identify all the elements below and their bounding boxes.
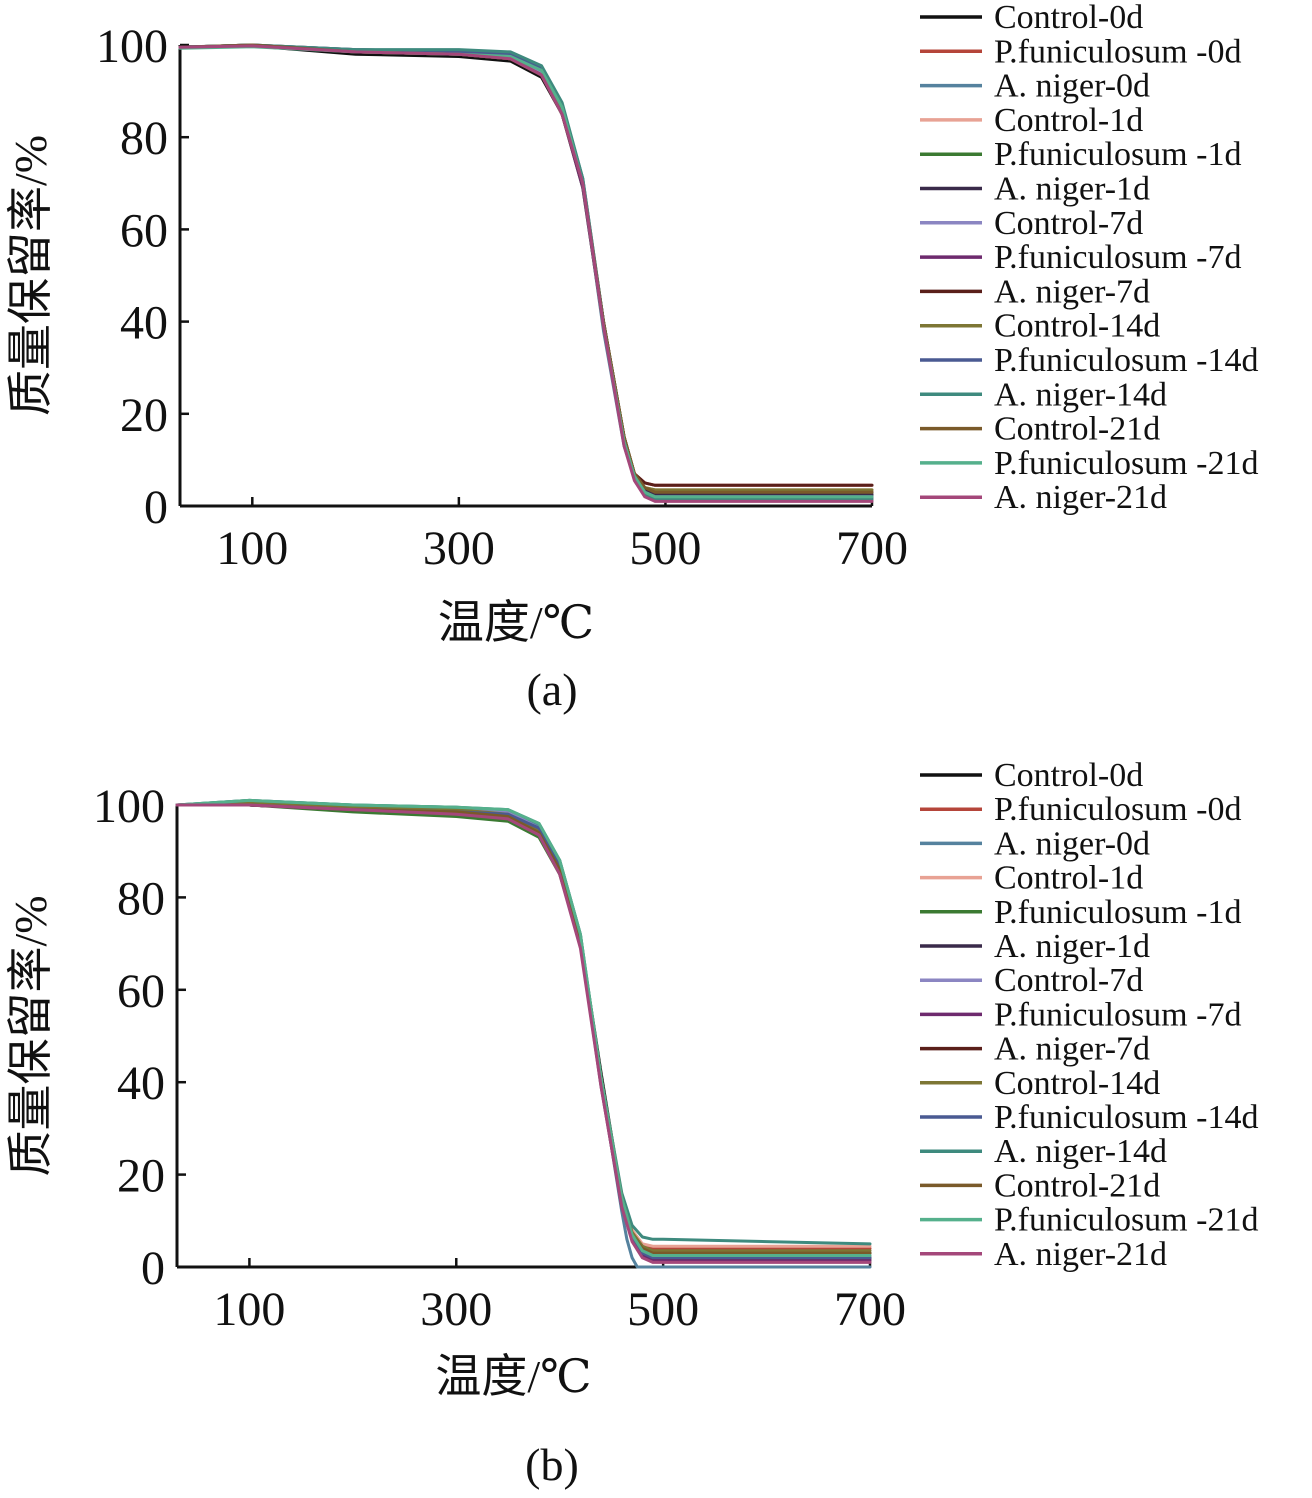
legend-label: P.funiculosum -0d bbox=[994, 791, 1241, 828]
y-tick-label: 100 bbox=[96, 20, 168, 73]
legend-label: Control-21d bbox=[994, 1167, 1160, 1204]
legend-label: Control-0d bbox=[994, 0, 1143, 36]
legend: Control-0dP.funiculosum -0dA. niger-0dCo… bbox=[920, 0, 1258, 516]
x-axis-title: 温度/℃ bbox=[435, 1351, 591, 1402]
series-line bbox=[175, 803, 872, 1260]
series-line bbox=[175, 803, 872, 1250]
legend-label: P.funiculosum -7d bbox=[994, 996, 1241, 1033]
series-line bbox=[175, 803, 872, 1255]
legend-label: A. niger-0d bbox=[994, 68, 1150, 105]
y-tick-label: 80 bbox=[117, 872, 165, 925]
legend-label: P.funiculosum -14d bbox=[994, 342, 1258, 379]
legend-label: A. niger-21d bbox=[994, 479, 1167, 516]
legend-label: P.funiculosum -21d bbox=[994, 1202, 1258, 1239]
y-tick-label: 0 bbox=[144, 481, 168, 534]
legend-label: P.funiculosum -21d bbox=[994, 445, 1258, 482]
y-tick-label: 40 bbox=[117, 1057, 165, 1110]
x-tick-label: 100 bbox=[216, 522, 288, 575]
legend-label: A. niger-1d bbox=[994, 171, 1150, 208]
x-tick-label: 500 bbox=[629, 522, 701, 575]
series-line bbox=[175, 801, 872, 1248]
y-tick-label: 40 bbox=[120, 297, 168, 350]
legend-label: A. niger-14d bbox=[994, 1133, 1167, 1170]
legend-label: Control-14d bbox=[994, 1065, 1160, 1102]
series-line bbox=[175, 803, 872, 1260]
series-line bbox=[175, 798, 872, 1246]
series-line bbox=[175, 801, 872, 1260]
x-tick-label: 500 bbox=[627, 1283, 699, 1336]
series-line bbox=[178, 43, 874, 499]
legend-label: P.funiculosum -1d bbox=[994, 894, 1241, 931]
legend-label: Control-0d bbox=[994, 757, 1143, 794]
x-tick-label: 100 bbox=[213, 1283, 285, 1336]
x-tick-label: 700 bbox=[836, 522, 908, 575]
y-tick-label: 80 bbox=[120, 112, 168, 165]
y-tick-label: 20 bbox=[120, 389, 168, 442]
x-tick-label: 700 bbox=[834, 1283, 906, 1336]
panel-caption: (b) bbox=[525, 1439, 579, 1490]
panel-caption: (a) bbox=[526, 664, 577, 715]
series-line bbox=[178, 43, 874, 501]
legend: Control-0dP.funiculosum -0dA. niger-0dCo… bbox=[920, 757, 1258, 1273]
y-axis-title: 质量保留率/% bbox=[5, 895, 56, 1176]
y-tick-label: 0 bbox=[141, 1242, 165, 1295]
series-line bbox=[175, 803, 872, 1262]
legend-label: Control-7d bbox=[994, 205, 1143, 242]
series-line bbox=[175, 803, 872, 1264]
legend-label: P.funiculosum -0d bbox=[994, 33, 1241, 70]
series-line bbox=[178, 44, 874, 496]
x-axis-title: 温度/℃ bbox=[438, 597, 594, 648]
series-line bbox=[178, 43, 874, 487]
series-line bbox=[178, 44, 874, 499]
series-line bbox=[175, 801, 872, 1253]
series-line bbox=[175, 803, 872, 1255]
legend-label: Control-1d bbox=[994, 860, 1143, 897]
legend-label: P.funiculosum -7d bbox=[994, 239, 1241, 276]
series-line bbox=[178, 44, 874, 494]
y-tick-label: 100 bbox=[93, 780, 165, 833]
series-line bbox=[178, 43, 874, 499]
y-tick-label: 60 bbox=[117, 965, 165, 1018]
y-tick-label: 60 bbox=[120, 204, 168, 257]
legend-label: Control-21d bbox=[994, 411, 1160, 448]
y-axis-title: 质量保留率/% bbox=[5, 135, 56, 416]
legend-label: A. niger-7d bbox=[994, 1031, 1150, 1068]
legend-label: P.funiculosum -1d bbox=[994, 136, 1241, 173]
legend-label: A. niger-21d bbox=[994, 1236, 1167, 1273]
chart-panel-b: 0 20 40 60 80 100 100 300 500 700 温度/℃ 质量保留率/% (b) Co… bbox=[5, 757, 1258, 1490]
series-line bbox=[175, 798, 872, 1269]
series-line bbox=[178, 44, 874, 487]
series-line bbox=[178, 43, 874, 499]
x-tick-label: 300 bbox=[423, 522, 495, 575]
series-line bbox=[175, 803, 872, 1260]
series-line bbox=[175, 803, 872, 1260]
series-line bbox=[178, 43, 874, 492]
legend-label: Control-14d bbox=[994, 308, 1160, 345]
legend-label: Control-7d bbox=[994, 962, 1143, 999]
series-line bbox=[178, 43, 874, 494]
legend-label: A. niger-7d bbox=[994, 273, 1150, 310]
y-tick-label: 20 bbox=[117, 1150, 165, 1203]
series-line bbox=[178, 45, 874, 499]
legend-label: Control-1d bbox=[994, 102, 1143, 139]
legend-label: P.funiculosum -14d bbox=[994, 1099, 1258, 1136]
legend-label: A. niger-14d bbox=[994, 376, 1167, 413]
series-line bbox=[178, 43, 874, 492]
x-tick-label: 300 bbox=[420, 1283, 492, 1336]
series-line bbox=[178, 44, 874, 496]
chart-panel-a: 0 20 40 60 80 100 100 300 500 700 温度/℃ 质量保留率/% (a) Co… bbox=[5, 0, 1258, 715]
series-line bbox=[175, 798, 872, 1257]
series-line bbox=[178, 44, 874, 503]
legend-label: A. niger-1d bbox=[994, 928, 1150, 965]
legend-label: A. niger-0d bbox=[994, 825, 1150, 862]
